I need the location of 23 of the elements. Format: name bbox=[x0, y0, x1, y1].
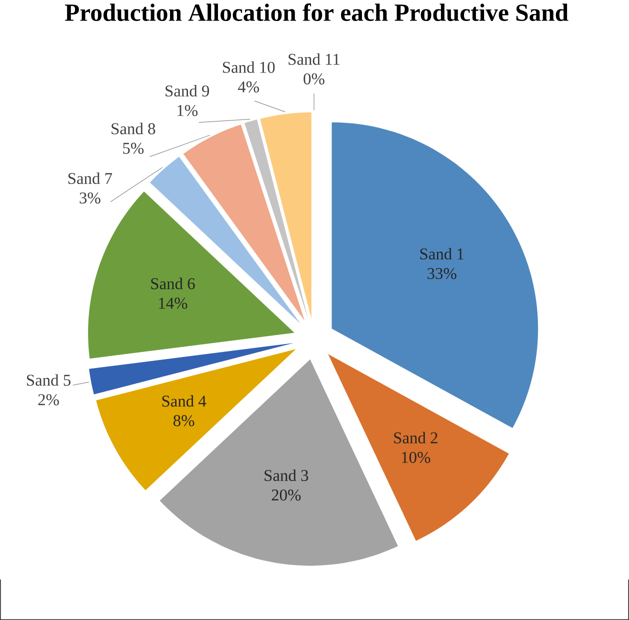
slice-label: Sand 4 bbox=[162, 395, 206, 407]
data-label: 2% bbox=[38, 394, 59, 406]
slice-label: Sand 2 bbox=[394, 432, 438, 444]
slice-label: Sand 6 bbox=[151, 278, 195, 290]
slice-label: Sand 7 bbox=[68, 172, 112, 184]
slice-label: Sand 1 bbox=[420, 248, 464, 260]
slice-label: Sand 3 bbox=[264, 469, 308, 481]
data-label: 20% bbox=[272, 489, 301, 501]
text: 0% bbox=[304, 73, 324, 84]
data-label: 5% bbox=[123, 142, 144, 154]
category-label: Sand 11 bbox=[288, 53, 340, 65]
data-label: 3% bbox=[80, 192, 100, 204]
chart-title: Production Allocation for each Productive Sand bbox=[64, 3, 568, 22]
data-label: 8% bbox=[173, 415, 194, 426]
slice-label: Sand 10 bbox=[222, 61, 275, 73]
slice-label: Sand 9 bbox=[166, 84, 210, 96]
data-label: 33% bbox=[428, 268, 456, 280]
data-label: 1% bbox=[178, 104, 198, 116]
slice-label: Sand 8 bbox=[112, 122, 156, 134]
data-label: 14% bbox=[159, 298, 188, 309]
data-label: 4% bbox=[238, 81, 260, 92]
data-label: 10% bbox=[402, 452, 430, 463]
slice-label: Sand 5 bbox=[27, 374, 70, 386]
